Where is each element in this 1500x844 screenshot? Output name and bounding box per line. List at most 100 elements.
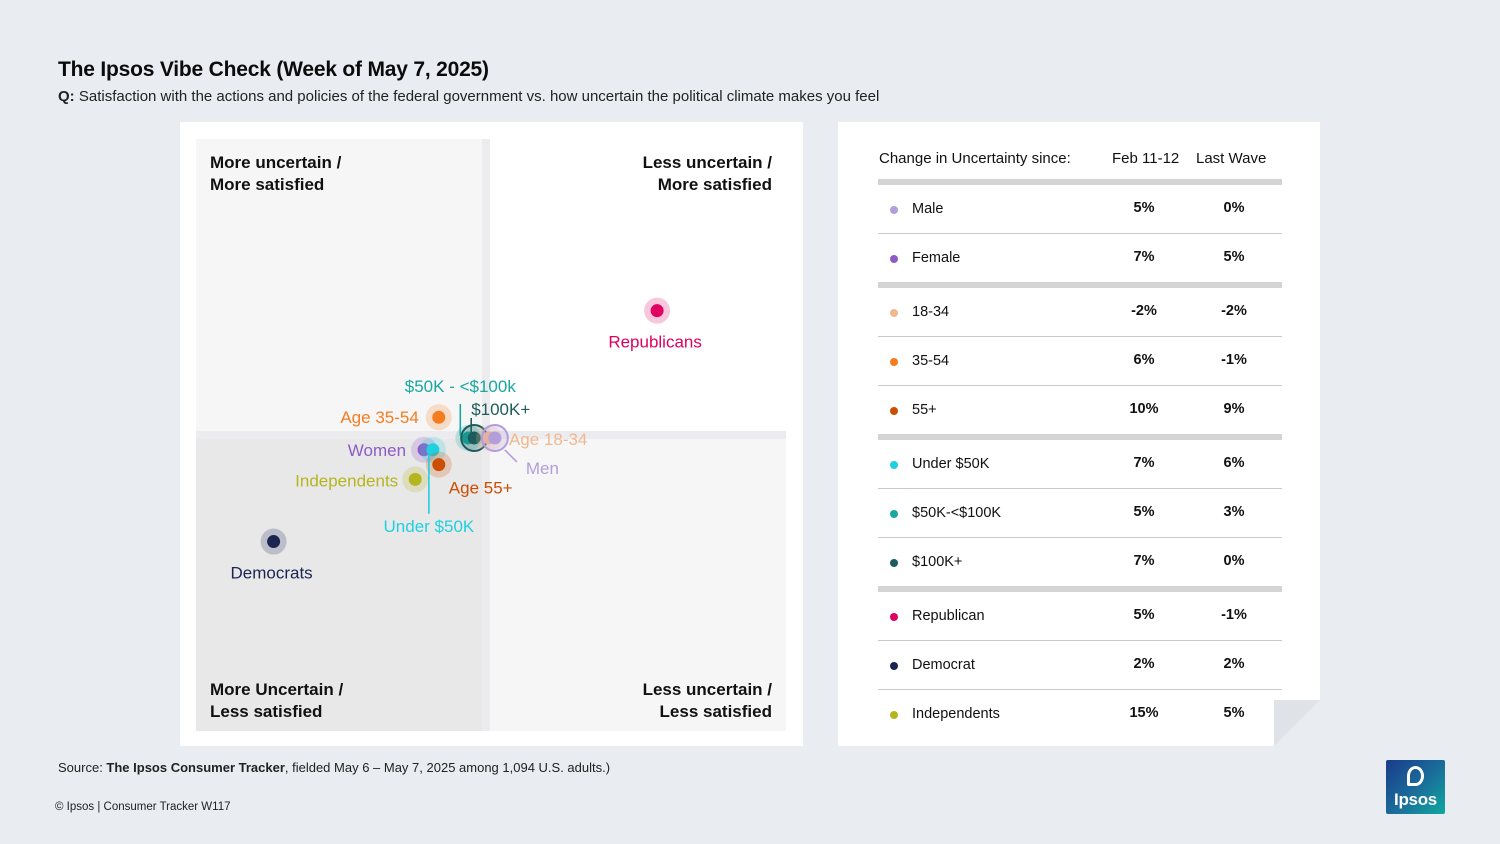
- row-divider: [878, 537, 1282, 538]
- point-label: Democrats: [231, 564, 313, 583]
- row-value-last-wave: 6%: [1223, 455, 1245, 471]
- row-value-last-wave: 0%: [1223, 200, 1245, 216]
- point-label: Under $50K: [384, 517, 475, 536]
- legend-dot-icon: [890, 613, 898, 621]
- row-label: Female: [912, 250, 961, 266]
- point--100k-: [467, 431, 481, 445]
- table-header-divider: [878, 179, 1282, 185]
- question-text: Satisfaction with the actions and polici…: [78, 88, 880, 105]
- chart-card: More uncertain / More satisfied Less uncer…: [180, 122, 803, 746]
- table-row: 55+ 10% 9%: [878, 386, 1282, 434]
- row-value-last-wave: -1%: [1221, 607, 1247, 623]
- legend-dot-icon: [890, 255, 898, 263]
- source-note: Source: The Ipsos Consumer Tracker, fiel…: [58, 760, 610, 775]
- point-ring: [480, 423, 509, 452]
- point-label: $100K+: [471, 400, 530, 419]
- scatter-chart: More uncertain / More satisfied Less uncer…: [196, 139, 786, 731]
- legend-dot-icon: [890, 711, 898, 719]
- row-label: 55+: [912, 402, 937, 418]
- row-label: $50K-<$100K: [912, 505, 1002, 521]
- point-label: Men: [526, 459, 559, 478]
- row-label: Republican: [912, 608, 985, 624]
- row-value-feb: 15%: [1129, 705, 1159, 721]
- row-value-last-wave: 2%: [1223, 656, 1245, 672]
- row-value-last-wave: 5%: [1223, 249, 1245, 265]
- quadrant-label-top-left-line2: More satisfied: [210, 175, 324, 194]
- point-label: Age 55+: [449, 479, 513, 498]
- quadrant-bottom-left: [196, 439, 482, 731]
- table-header-label: Change in Uncertainty since:: [879, 150, 1071, 167]
- table-header-feb: Feb 11-12: [1112, 150, 1180, 167]
- source-prefix: Source:: [58, 760, 107, 775]
- table-row: Independents 15% 5%: [878, 690, 1282, 738]
- quadrant-top-right: [490, 139, 786, 431]
- point-under-50k: [426, 443, 440, 457]
- row-divider: [878, 434, 1282, 440]
- row-value-feb: 7%: [1133, 455, 1155, 471]
- row-value-feb: 7%: [1133, 249, 1155, 265]
- row-divider: [878, 488, 1282, 489]
- legend-dot-icon: [890, 461, 898, 469]
- point-independents: [408, 472, 422, 486]
- row-value-feb: 2%: [1133, 656, 1155, 672]
- legend-dot-icon: [890, 407, 898, 415]
- point-label: Age 35-54: [340, 408, 418, 427]
- page-fold: [1274, 700, 1320, 746]
- quadrant-label-bottom-right-line2: Less satisfied: [660, 702, 772, 721]
- quadrant-label-bottom-left: More Uncertain /: [210, 680, 343, 699]
- row-label: Under $50K: [912, 456, 990, 472]
- point-men: [488, 431, 502, 445]
- table-header-last-wave: Last Wave: [1196, 150, 1267, 167]
- question-prefix: Q:: [58, 88, 75, 105]
- logo-icon: [1407, 766, 1424, 786]
- row-divider: [878, 586, 1282, 592]
- table-row: $100K+ 7% 0%: [878, 538, 1282, 586]
- row-divider: [878, 336, 1282, 337]
- row-value-feb: 7%: [1133, 553, 1155, 569]
- row-label: 35-54: [912, 353, 950, 369]
- point-label: Women: [348, 441, 406, 460]
- point-label: $50K - <$100k: [405, 377, 517, 396]
- row-label: $100K+: [912, 554, 963, 570]
- row-value-last-wave: 0%: [1223, 553, 1245, 569]
- legend-dot-icon: [890, 510, 898, 518]
- row-value-feb: 5%: [1133, 200, 1155, 216]
- table-row: Democrat 2% 2%: [878, 641, 1282, 689]
- row-value-last-wave: -2%: [1221, 303, 1247, 319]
- table-row: $50K-<$100K 5% 3%: [878, 489, 1282, 537]
- quadrant-label-bottom-left-line2: Less satisfied: [210, 702, 322, 721]
- quadrant-top-left: [196, 139, 482, 431]
- logo-text: Ipsos: [1394, 790, 1437, 809]
- table-row: Republican 5% -1%: [878, 592, 1282, 640]
- table-row: 35-54 6% -1%: [878, 337, 1282, 385]
- uncertainty-table: Change in Uncertainty since: Feb 11-12 L…: [838, 122, 1320, 746]
- row-divider: [878, 233, 1282, 234]
- quadrant-label-top-right: Less uncertain /: [643, 153, 773, 172]
- quadrant-label-top-right-line2: More satisfied: [658, 175, 772, 194]
- row-value-feb: 10%: [1129, 401, 1159, 417]
- row-label: 18-34: [912, 304, 950, 320]
- legend-dot-icon: [890, 206, 898, 214]
- row-value-feb: 6%: [1133, 352, 1155, 368]
- table-rows: Male 5% 0% Female 7% 5% 18-34 -2% -2% 35-54 6% -1% 5…: [878, 179, 1282, 738]
- row-divider: [878, 640, 1282, 641]
- row-divider: [878, 689, 1282, 690]
- row-divider: [878, 282, 1282, 288]
- legend-dot-icon: [890, 559, 898, 567]
- row-label: Independents: [912, 706, 1000, 722]
- ipsos-logo: Ipsos: [1386, 760, 1445, 814]
- row-value-feb: 5%: [1133, 607, 1155, 623]
- table-row: Male 5% 0%: [878, 185, 1282, 233]
- point-democrats: [267, 535, 281, 549]
- leader-line: [504, 449, 518, 463]
- legend-dot-icon: [890, 662, 898, 670]
- page-subtitle: Q: Satisfaction with the actions and pol…: [58, 88, 879, 105]
- row-value-feb: 5%: [1133, 504, 1155, 520]
- table-row: Female 7% 5%: [878, 234, 1282, 282]
- source-details: , fielded May 6 – May 7, 2025 among 1,09…: [284, 760, 611, 775]
- point-age-35-54: [432, 410, 446, 424]
- row-value-last-wave: -1%: [1221, 352, 1247, 368]
- row-value-feb: -2%: [1131, 303, 1157, 319]
- copyright: © Ipsos | Consumer Tracker W117: [55, 801, 231, 813]
- point-age-55-: [432, 458, 446, 472]
